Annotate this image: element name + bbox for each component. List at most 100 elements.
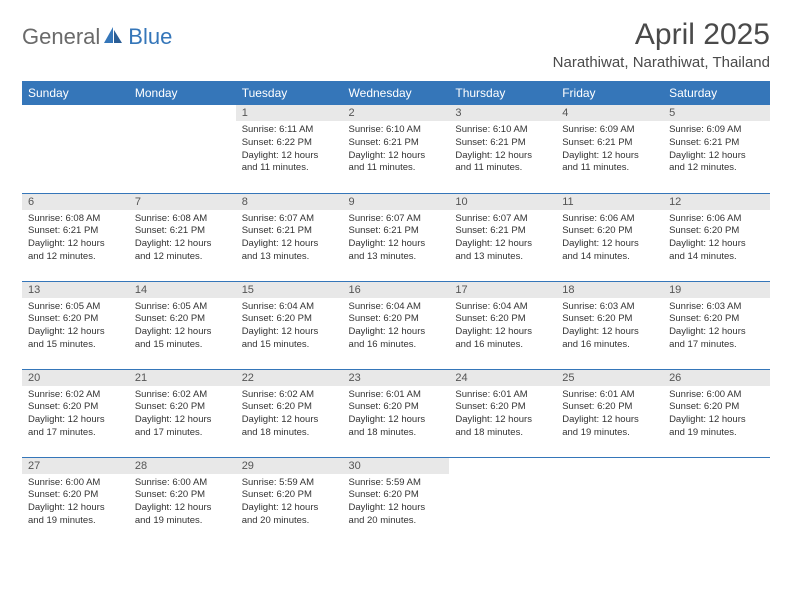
logo-sail-icon bbox=[102, 25, 124, 50]
weekday-header: Saturday bbox=[663, 81, 770, 105]
day-details: Sunrise: 6:03 AMSunset: 6:20 PMDaylight:… bbox=[556, 298, 663, 356]
day-details: Sunrise: 6:05 AMSunset: 6:20 PMDaylight:… bbox=[129, 298, 236, 356]
calendar-day-cell: 4Sunrise: 6:09 AMSunset: 6:21 PMDaylight… bbox=[556, 105, 663, 193]
day-details: Sunrise: 6:08 AMSunset: 6:21 PMDaylight:… bbox=[129, 210, 236, 268]
day-number: 26 bbox=[663, 370, 770, 386]
weekday-header: Tuesday bbox=[236, 81, 343, 105]
day-number: 17 bbox=[449, 282, 556, 298]
calendar-day-cell: 14Sunrise: 6:05 AMSunset: 6:20 PMDayligh… bbox=[129, 281, 236, 369]
calendar-day-cell: 17Sunrise: 6:04 AMSunset: 6:20 PMDayligh… bbox=[449, 281, 556, 369]
weekday-header: Thursday bbox=[449, 81, 556, 105]
day-number: 2 bbox=[343, 105, 450, 121]
calendar-day-cell: 15Sunrise: 6:04 AMSunset: 6:20 PMDayligh… bbox=[236, 281, 343, 369]
day-number: 24 bbox=[449, 370, 556, 386]
month-title: April 2025 bbox=[553, 18, 770, 52]
location-text: Narathiwat, Narathiwat, Thailand bbox=[553, 54, 770, 71]
title-block: April 2025 Narathiwat, Narathiwat, Thail… bbox=[553, 18, 770, 71]
day-details: Sunrise: 6:00 AMSunset: 6:20 PMDaylight:… bbox=[22, 474, 129, 532]
day-number: 28 bbox=[129, 458, 236, 474]
calendar-day-cell: 2Sunrise: 6:10 AMSunset: 6:21 PMDaylight… bbox=[343, 105, 450, 193]
day-number: 7 bbox=[129, 194, 236, 210]
day-details: Sunrise: 6:02 AMSunset: 6:20 PMDaylight:… bbox=[129, 386, 236, 444]
calendar-week-row: 27Sunrise: 6:00 AMSunset: 6:20 PMDayligh… bbox=[22, 457, 770, 545]
calendar-day-cell: 8Sunrise: 6:07 AMSunset: 6:21 PMDaylight… bbox=[236, 193, 343, 281]
day-number: 10 bbox=[449, 194, 556, 210]
day-details: Sunrise: 6:02 AMSunset: 6:20 PMDaylight:… bbox=[22, 386, 129, 444]
logo-text-blue: Blue bbox=[128, 24, 172, 50]
calendar-day-cell: 28Sunrise: 6:00 AMSunset: 6:20 PMDayligh… bbox=[129, 457, 236, 545]
calendar-day-cell: 18Sunrise: 6:03 AMSunset: 6:20 PMDayligh… bbox=[556, 281, 663, 369]
calendar-week-row: 13Sunrise: 6:05 AMSunset: 6:20 PMDayligh… bbox=[22, 281, 770, 369]
calendar-day-cell bbox=[449, 457, 556, 545]
day-details: Sunrise: 6:06 AMSunset: 6:20 PMDaylight:… bbox=[663, 210, 770, 268]
day-number: 20 bbox=[22, 370, 129, 386]
day-number: 29 bbox=[236, 458, 343, 474]
calendar-day-cell bbox=[22, 105, 129, 193]
day-number: 3 bbox=[449, 105, 556, 121]
day-number: 6 bbox=[22, 194, 129, 210]
calendar-day-cell: 19Sunrise: 6:03 AMSunset: 6:20 PMDayligh… bbox=[663, 281, 770, 369]
calendar-day-cell bbox=[129, 105, 236, 193]
calendar-day-cell: 30Sunrise: 5:59 AMSunset: 6:20 PMDayligh… bbox=[343, 457, 450, 545]
day-number: 22 bbox=[236, 370, 343, 386]
calendar-day-cell: 7Sunrise: 6:08 AMSunset: 6:21 PMDaylight… bbox=[129, 193, 236, 281]
day-details: Sunrise: 5:59 AMSunset: 6:20 PMDaylight:… bbox=[236, 474, 343, 532]
calendar-day-cell: 9Sunrise: 6:07 AMSunset: 6:21 PMDaylight… bbox=[343, 193, 450, 281]
day-number: 21 bbox=[129, 370, 236, 386]
calendar-day-cell: 27Sunrise: 6:00 AMSunset: 6:20 PMDayligh… bbox=[22, 457, 129, 545]
calendar-day-cell: 10Sunrise: 6:07 AMSunset: 6:21 PMDayligh… bbox=[449, 193, 556, 281]
header: General Blue April 2025 Narathiwat, Nara… bbox=[22, 18, 770, 71]
day-details: Sunrise: 6:10 AMSunset: 6:21 PMDaylight:… bbox=[343, 121, 450, 179]
day-details: Sunrise: 6:02 AMSunset: 6:20 PMDaylight:… bbox=[236, 386, 343, 444]
calendar-day-cell: 11Sunrise: 6:06 AMSunset: 6:20 PMDayligh… bbox=[556, 193, 663, 281]
day-details: Sunrise: 6:08 AMSunset: 6:21 PMDaylight:… bbox=[22, 210, 129, 268]
day-number: 1 bbox=[236, 105, 343, 121]
day-number: 4 bbox=[556, 105, 663, 121]
calendar-day-cell bbox=[556, 457, 663, 545]
weekday-header-row: Sunday Monday Tuesday Wednesday Thursday… bbox=[22, 81, 770, 105]
day-details: Sunrise: 6:06 AMSunset: 6:20 PMDaylight:… bbox=[556, 210, 663, 268]
day-number: 18 bbox=[556, 282, 663, 298]
calendar-body: 1Sunrise: 6:11 AMSunset: 6:22 PMDaylight… bbox=[22, 105, 770, 545]
calendar-day-cell: 29Sunrise: 5:59 AMSunset: 6:20 PMDayligh… bbox=[236, 457, 343, 545]
calendar-day-cell bbox=[663, 457, 770, 545]
day-details: Sunrise: 6:03 AMSunset: 6:20 PMDaylight:… bbox=[663, 298, 770, 356]
calendar-table: Sunday Monday Tuesday Wednesday Thursday… bbox=[22, 81, 770, 545]
day-details: Sunrise: 6:01 AMSunset: 6:20 PMDaylight:… bbox=[449, 386, 556, 444]
logo: General Blue bbox=[22, 24, 172, 50]
weekday-header: Monday bbox=[129, 81, 236, 105]
day-number: 15 bbox=[236, 282, 343, 298]
calendar-day-cell: 20Sunrise: 6:02 AMSunset: 6:20 PMDayligh… bbox=[22, 369, 129, 457]
day-details: Sunrise: 6:10 AMSunset: 6:21 PMDaylight:… bbox=[449, 121, 556, 179]
calendar-day-cell: 3Sunrise: 6:10 AMSunset: 6:21 PMDaylight… bbox=[449, 105, 556, 193]
calendar-day-cell: 16Sunrise: 6:04 AMSunset: 6:20 PMDayligh… bbox=[343, 281, 450, 369]
day-details: Sunrise: 6:04 AMSunset: 6:20 PMDaylight:… bbox=[449, 298, 556, 356]
day-details: Sunrise: 6:05 AMSunset: 6:20 PMDaylight:… bbox=[22, 298, 129, 356]
calendar-day-cell: 26Sunrise: 6:00 AMSunset: 6:20 PMDayligh… bbox=[663, 369, 770, 457]
calendar-week-row: 6Sunrise: 6:08 AMSunset: 6:21 PMDaylight… bbox=[22, 193, 770, 281]
calendar-day-cell: 6Sunrise: 6:08 AMSunset: 6:21 PMDaylight… bbox=[22, 193, 129, 281]
day-details: Sunrise: 6:00 AMSunset: 6:20 PMDaylight:… bbox=[129, 474, 236, 532]
day-number: 14 bbox=[129, 282, 236, 298]
calendar-day-cell: 23Sunrise: 6:01 AMSunset: 6:20 PMDayligh… bbox=[343, 369, 450, 457]
calendar-day-cell: 12Sunrise: 6:06 AMSunset: 6:20 PMDayligh… bbox=[663, 193, 770, 281]
day-number: 5 bbox=[663, 105, 770, 121]
day-number: 25 bbox=[556, 370, 663, 386]
day-number: 8 bbox=[236, 194, 343, 210]
weekday-header: Friday bbox=[556, 81, 663, 105]
day-details: Sunrise: 6:07 AMSunset: 6:21 PMDaylight:… bbox=[343, 210, 450, 268]
day-number: 9 bbox=[343, 194, 450, 210]
day-details: Sunrise: 6:09 AMSunset: 6:21 PMDaylight:… bbox=[663, 121, 770, 179]
logo-text-general: General bbox=[22, 24, 100, 50]
day-details: Sunrise: 6:07 AMSunset: 6:21 PMDaylight:… bbox=[449, 210, 556, 268]
calendar-week-row: 1Sunrise: 6:11 AMSunset: 6:22 PMDaylight… bbox=[22, 105, 770, 193]
calendar-day-cell: 13Sunrise: 6:05 AMSunset: 6:20 PMDayligh… bbox=[22, 281, 129, 369]
calendar-day-cell: 24Sunrise: 6:01 AMSunset: 6:20 PMDayligh… bbox=[449, 369, 556, 457]
day-number: 30 bbox=[343, 458, 450, 474]
day-details: Sunrise: 6:01 AMSunset: 6:20 PMDaylight:… bbox=[343, 386, 450, 444]
day-details: Sunrise: 5:59 AMSunset: 6:20 PMDaylight:… bbox=[343, 474, 450, 532]
calendar-week-row: 20Sunrise: 6:02 AMSunset: 6:20 PMDayligh… bbox=[22, 369, 770, 457]
day-details: Sunrise: 6:00 AMSunset: 6:20 PMDaylight:… bbox=[663, 386, 770, 444]
day-number: 27 bbox=[22, 458, 129, 474]
weekday-header: Sunday bbox=[22, 81, 129, 105]
